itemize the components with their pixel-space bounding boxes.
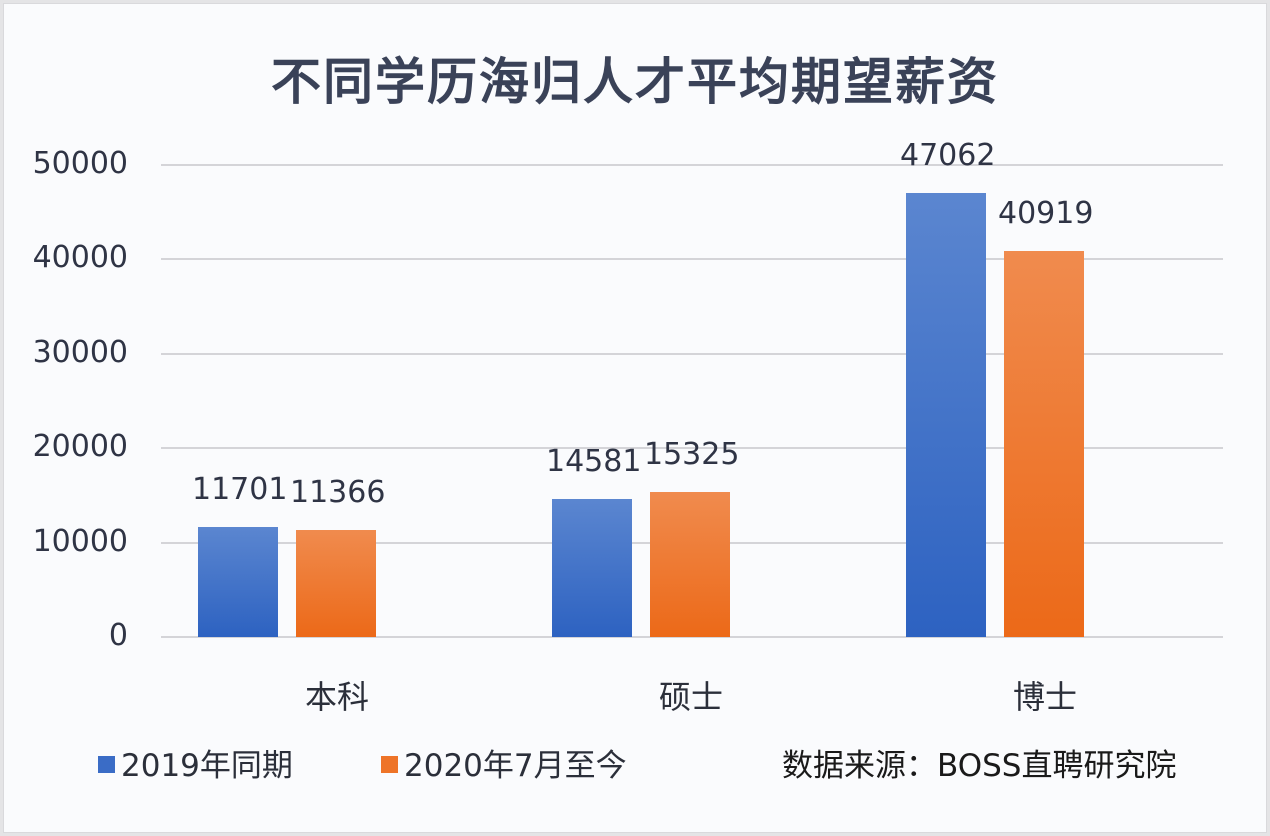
data-label: 11701 xyxy=(192,471,288,507)
data-label: 14581 xyxy=(546,444,642,480)
plot-area: 50000 40000 30000 20000 10000 0 11701 11… xyxy=(4,4,1266,832)
bar-2019-bachelor xyxy=(198,526,278,637)
chart-frame: 不同学历海归人才平均期望薪资 50000 40000 30000 20000 1… xyxy=(3,3,1267,833)
data-label: 11366 xyxy=(290,474,386,510)
x-tick-label-master: 硕士 xyxy=(658,678,723,716)
data-label: 40919 xyxy=(998,195,1094,231)
y-tick-label: 10000 xyxy=(32,524,128,559)
bar-2019-phd xyxy=(906,192,986,637)
legend-label: 2019年同期 xyxy=(121,748,293,784)
y-tick-label: 50000 xyxy=(32,146,128,181)
gridline-30000 xyxy=(161,353,1223,355)
legend-label: 2020年7月至今 xyxy=(404,748,627,784)
x-tick-label-bachelor: 本科 xyxy=(304,678,369,716)
y-tick-label: 20000 xyxy=(32,429,128,464)
y-tick-label: 40000 xyxy=(32,240,128,275)
x-tick-label-phd: 博士 xyxy=(1012,678,1077,716)
bar-2020-phd xyxy=(1004,250,1084,637)
legend-swatch-orange xyxy=(381,756,398,773)
legend-item-2019: 2019年同期 xyxy=(98,746,293,786)
y-tick-label: 30000 xyxy=(32,335,128,370)
data-label: 15325 xyxy=(644,437,740,473)
bar-2020-bachelor xyxy=(296,529,376,637)
legend-item-2020: 2020年7月至今 xyxy=(381,746,627,786)
data-source-note: 数据来源：BOSS直聘研究院 xyxy=(782,748,1177,784)
chart-title: 不同学历海归人才平均期望薪资 xyxy=(271,53,999,111)
x-axis-line xyxy=(161,636,1223,638)
y-tick-label: 0 xyxy=(108,618,128,653)
legend-swatch-blue xyxy=(98,756,115,773)
gridline-40000 xyxy=(161,258,1223,260)
bar-2019-master xyxy=(552,499,632,637)
bar-2020-master xyxy=(650,492,730,637)
gridline-20000 xyxy=(161,447,1223,449)
data-label: 47062 xyxy=(900,137,996,173)
gridline-50000 xyxy=(161,164,1223,166)
